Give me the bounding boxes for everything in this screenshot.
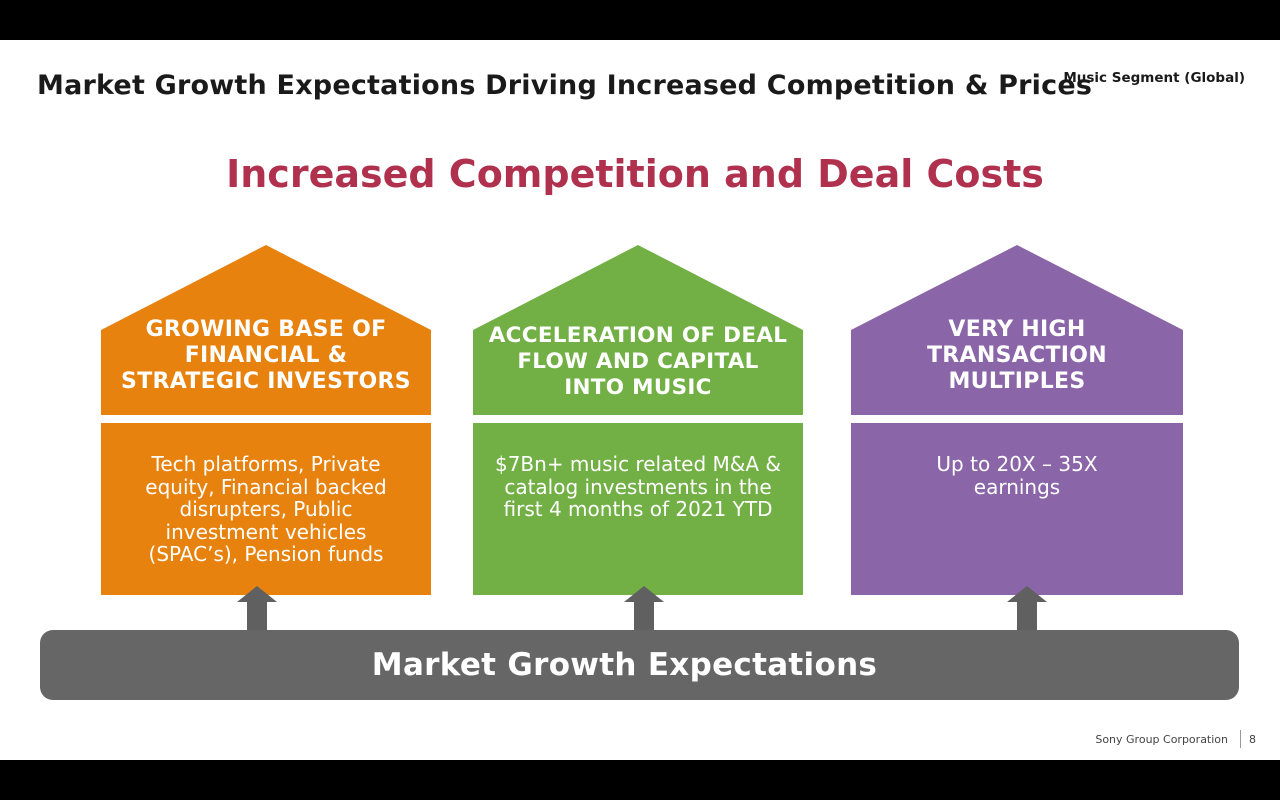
desc-line: (SPAC’s), Pension funds xyxy=(148,542,384,566)
house-roof: VERY HIGH TRANSACTION MULTIPLES xyxy=(851,245,1183,415)
up-arrow-icon xyxy=(237,586,277,637)
desc-line: disrupters, Public xyxy=(179,497,353,521)
heading-line: INTO MUSIC xyxy=(564,375,712,400)
segment-label: Music Segment (Global) xyxy=(1063,70,1245,86)
diagram-subtitle: Increased Competition and Deal Costs xyxy=(226,152,1044,196)
heading-line: TRANSACTION xyxy=(926,343,1107,368)
desc-line: investment vehicles xyxy=(165,519,367,544)
up-arrow-icon xyxy=(1007,586,1047,637)
house-roof: GROWING BASE OF FINANCIAL & STRATEGIC IN… xyxy=(101,245,431,415)
house-roof: ACCELERATION OF DEAL FLOW AND CAPITAL IN… xyxy=(473,245,803,415)
house-financial-investors: GROWING BASE OF FINANCIAL & STRATEGIC IN… xyxy=(101,245,431,595)
heading-line: FLOW AND CAPITAL xyxy=(517,349,759,374)
house-body: Tech platforms, Private equity, Financia… xyxy=(101,423,431,595)
house-deal-flow: ACCELERATION OF DEAL FLOW AND CAPITAL IN… xyxy=(473,245,803,595)
page-number: 8 xyxy=(1249,732,1256,746)
market-growth-base-bar: Market Growth Expectations xyxy=(40,630,1239,700)
desc-line: catalog investments in the xyxy=(504,474,772,499)
house-heading: ACCELERATION OF DEAL FLOW AND CAPITAL IN… xyxy=(483,323,793,401)
house-heading: GROWING BASE OF FINANCIAL & STRATEGIC IN… xyxy=(111,317,421,395)
desc-line: Up to 20X – 35X xyxy=(936,452,1098,476)
heading-line: VERY HIGH xyxy=(948,317,1086,342)
slide-title: Market Growth Expectations Driving Incre… xyxy=(37,70,1093,101)
heading-line: STRATEGIC INVESTORS xyxy=(121,369,411,394)
house-body: $7Bn+ music related M&A & catalog invest… xyxy=(473,423,803,595)
house-heading: VERY HIGH TRANSACTION MULTIPLES xyxy=(861,317,1173,395)
house-description: $7Bn+ music related M&A & catalog invest… xyxy=(488,453,788,521)
up-arrow-icon xyxy=(624,586,664,637)
footer-divider xyxy=(1240,730,1241,748)
desc-line: Tech platforms, Private xyxy=(151,452,381,476)
base-bar-label: Market Growth Expectations xyxy=(371,647,878,683)
heading-line: GROWING BASE OF xyxy=(145,317,387,342)
footer: Sony Group Corporation 8 xyxy=(1095,730,1256,748)
heading-line: FINANCIAL & xyxy=(184,343,348,368)
house-transaction-multiples: VERY HIGH TRANSACTION MULTIPLES Up to 20… xyxy=(851,245,1183,595)
heading-line: MULTIPLES xyxy=(948,369,1086,394)
heading-line: ACCELERATION OF DEAL xyxy=(488,323,788,348)
house-description: Tech platforms, Private equity, Financia… xyxy=(116,453,416,566)
desc-line: first 4 months of 2021 YTD xyxy=(503,497,773,521)
house-body: Up to 20X – 35X earnings xyxy=(851,423,1183,595)
slide: Market Growth Expectations Driving Incre… xyxy=(0,40,1280,760)
desc-line: $7Bn+ music related M&A & xyxy=(494,452,782,476)
footer-company: Sony Group Corporation xyxy=(1095,732,1228,746)
desc-line: earnings xyxy=(973,474,1061,499)
desc-line: equity, Financial backed xyxy=(145,474,387,499)
house-description: Up to 20X – 35X earnings xyxy=(866,453,1168,498)
